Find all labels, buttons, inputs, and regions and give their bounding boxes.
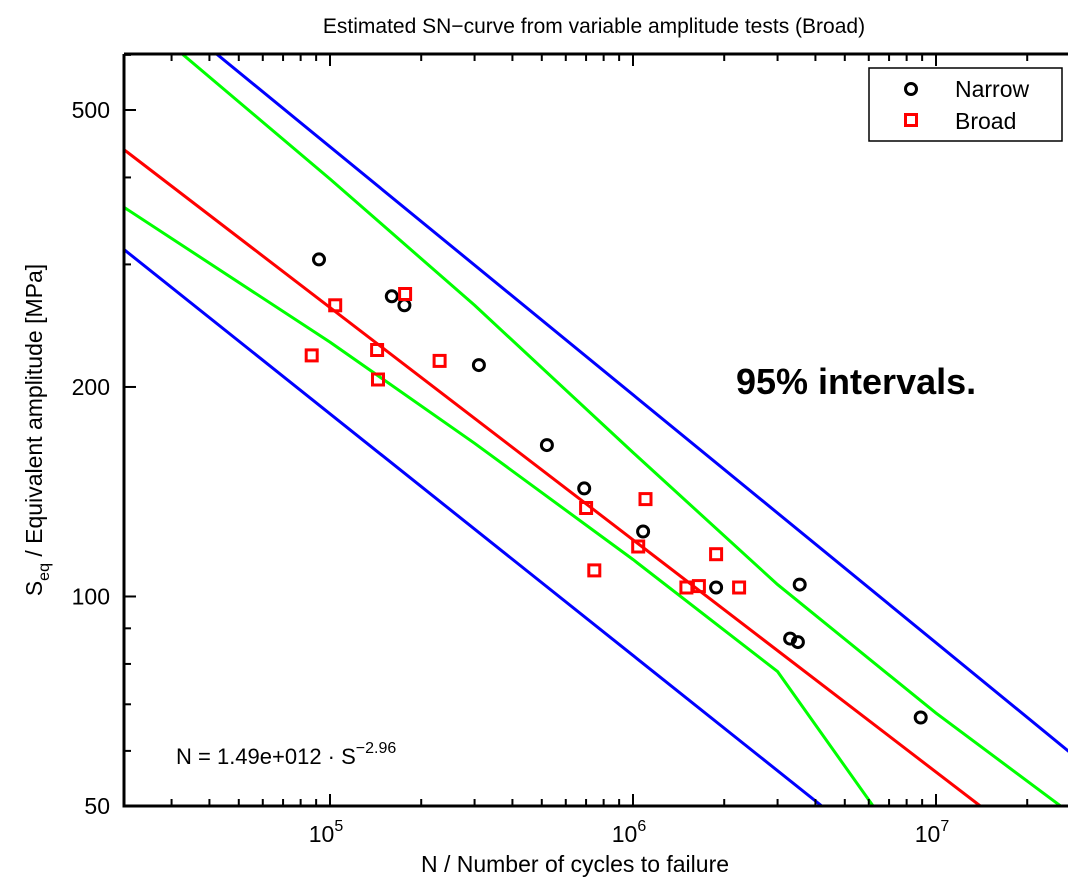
narrow-point xyxy=(709,580,724,595)
narrow-point xyxy=(539,438,554,453)
narrow-point xyxy=(636,524,651,539)
narrow-point xyxy=(471,358,486,373)
x-tick-exponent: 7 xyxy=(940,818,949,835)
confidence-lower-line xyxy=(124,205,875,806)
interval-annotation: 95% intervals. xyxy=(736,361,976,402)
narrow-point xyxy=(577,481,592,496)
x-tick-label: 106 xyxy=(612,818,647,847)
prediction-upper-line xyxy=(214,54,1068,753)
broad-point xyxy=(587,563,602,578)
x-tick-exponent: 6 xyxy=(637,818,646,835)
broad-point xyxy=(631,539,646,554)
legend-narrow-label: Narrow xyxy=(955,76,1030,102)
x-axis-label: N / Number of cycles to failure xyxy=(421,851,729,877)
x-tick-label: 105 xyxy=(309,818,344,847)
x-tick-base: 10 xyxy=(612,821,638,847)
x-tick-labels: 105 106 107 xyxy=(309,818,950,847)
broad-point xyxy=(709,547,724,562)
chart-title: Estimated SN−curve from variable amplitu… xyxy=(323,15,865,38)
broad-point xyxy=(370,343,385,357)
broad-point xyxy=(328,298,343,313)
legend-narrow-marker xyxy=(904,82,918,96)
prediction-lower-line xyxy=(124,247,823,806)
broad-point xyxy=(579,501,594,515)
x-tick-label: 107 xyxy=(915,818,950,847)
broad-point xyxy=(398,287,413,301)
y-axis-label-main: S xyxy=(21,581,47,596)
narrow-point xyxy=(913,710,928,725)
y-axis-label-sub: eq xyxy=(36,563,53,581)
broad-point xyxy=(638,492,653,507)
equation-text: N = 1.49e+012 · S xyxy=(176,744,356,769)
confidence-upper-line xyxy=(179,54,1064,806)
legend-box xyxy=(868,67,1063,142)
x-tick-base: 10 xyxy=(915,821,941,847)
legend: Narrow Broad xyxy=(868,67,1063,142)
plot-area xyxy=(122,52,1068,808)
narrow-point xyxy=(790,635,805,650)
y-tick-labels: 500 200 100 50 xyxy=(72,97,110,819)
x-tick-exponent: 5 xyxy=(334,818,343,835)
broad-point xyxy=(432,353,447,368)
y-tick-label: 100 xyxy=(72,584,110,610)
legend-broad-marker xyxy=(904,113,918,127)
y-tick-label: 50 xyxy=(84,793,110,819)
narrow-point xyxy=(792,577,807,592)
narrow-point xyxy=(384,289,399,304)
y-tick-label: 200 xyxy=(72,374,110,400)
plot-frame xyxy=(122,52,1068,808)
narrow-point xyxy=(312,252,326,267)
broad-point xyxy=(304,348,319,363)
fit-line xyxy=(124,147,982,806)
y-axis-label-rest: / Equivalent amplitude [MPa] xyxy=(21,264,47,563)
data-points xyxy=(304,252,928,725)
x-tick-base: 10 xyxy=(309,821,335,847)
svg-text:Seq / Equivalent amplitude [MP: Seq / Equivalent amplitude [MPa] xyxy=(21,264,53,596)
y-tick-label: 500 xyxy=(72,97,110,123)
plot-background xyxy=(124,54,1068,806)
y-axis-label: Seq / Equivalent amplitude [MPa] xyxy=(21,264,53,596)
legend-broad-label: Broad xyxy=(955,108,1016,134)
fitted-curves xyxy=(124,54,1068,806)
narrow-point xyxy=(783,631,798,646)
regression-equation: N = 1.49e+012 · S−2.96 xyxy=(176,740,396,769)
equation-exponent: −2.96 xyxy=(356,740,397,757)
broad-point xyxy=(371,372,385,387)
broad-point xyxy=(691,579,706,594)
broad-point xyxy=(732,580,747,595)
